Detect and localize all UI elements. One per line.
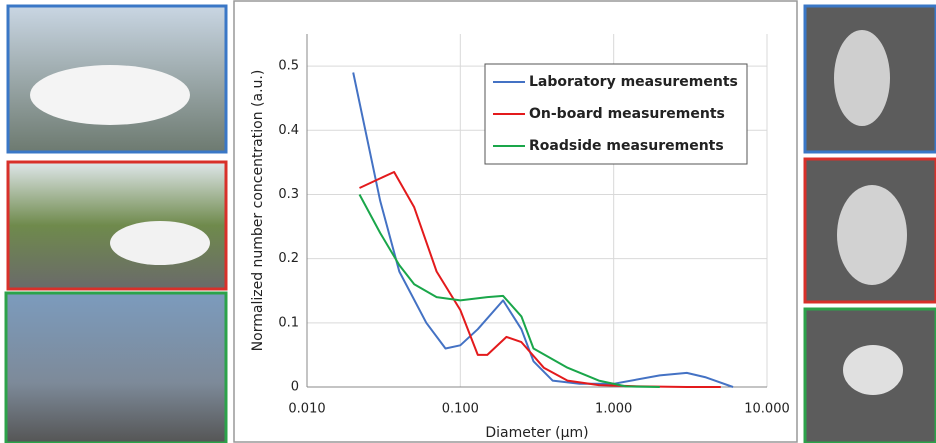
photo (4, 291, 228, 443)
particle (837, 185, 907, 285)
car (110, 221, 210, 265)
legend-label: Laboratory measurements (529, 74, 738, 90)
particle (843, 345, 903, 395)
photo (6, 160, 228, 291)
x-axis-label: Diameter (µm) (485, 425, 588, 441)
legend-box (484, 63, 748, 165)
x-tick-label: 10.000 (744, 402, 790, 417)
y-tick-label: 0.1 (278, 315, 299, 330)
series-line (358, 194, 660, 388)
y-tick-label: 0.3 (278, 187, 299, 202)
x-tick-label: 0.100 (442, 402, 479, 417)
y-tick-label: 0.4 (278, 123, 299, 138)
x-tick-label: 0.010 (288, 402, 325, 417)
y-tick-label: 0 (291, 380, 299, 395)
car (30, 65, 190, 125)
y-tick-label: 0.5 (278, 59, 299, 74)
y-axis-label: Normalized number concentration (a.u.) (250, 70, 266, 352)
y-tick-label: 0.2 (278, 251, 299, 266)
legend-label: Roadside measurements (529, 138, 724, 154)
x-tick-label: 1.000 (595, 402, 632, 417)
particle (834, 30, 890, 126)
series-line (352, 72, 734, 388)
legend-label: On-board measurements (529, 106, 725, 122)
chart: 0 0.1 0.2 0.3 0.4 0.5 0.010 0.100 1.000 10.000 Dia… (250, 34, 790, 441)
